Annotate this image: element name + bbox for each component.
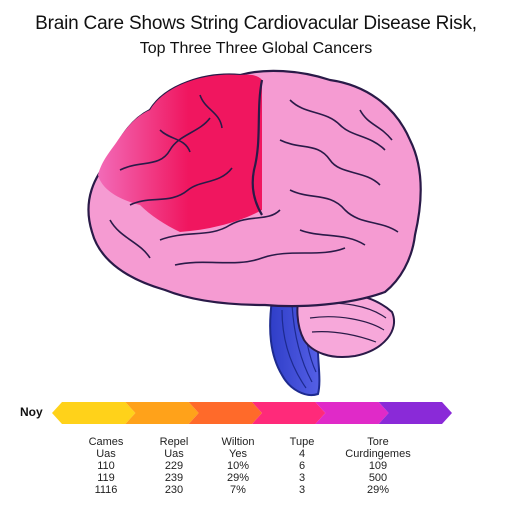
cerebellum: [296, 289, 395, 358]
column-cell: 4: [298, 448, 306, 460]
column-tore: Tore Curdingemes 109 500 29%: [328, 436, 428, 496]
column-cell: 109: [368, 460, 388, 472]
column-tupe: Tupe 4 6 3 3: [252, 436, 352, 496]
column-cell: 10%: [226, 460, 250, 472]
column-cell: 110: [97, 460, 115, 472]
column-cell: 500: [368, 472, 388, 484]
column-cell: Yes: [229, 448, 247, 460]
column-header: Cames: [88, 436, 124, 448]
legend-segment: [315, 402, 389, 424]
column-cell: 29%: [226, 472, 250, 484]
legend-segment: [125, 402, 199, 424]
column-cell: 3: [298, 484, 306, 496]
column-cames: Cames Uas 110 119 1116: [56, 436, 156, 496]
column-cell: 229: [164, 460, 184, 472]
column-cell: 1116: [94, 484, 118, 496]
column-cell: 29%: [366, 484, 390, 496]
legend-segment: [52, 402, 136, 424]
column-header: Wiltion: [221, 436, 255, 448]
page-title: Brain Care Shows String Cardiovacular Di…: [35, 13, 477, 34]
column-header: Tupe: [289, 436, 315, 448]
legend-segment: [378, 402, 452, 424]
column-repel: Repel Uas 229 239 230: [124, 436, 224, 496]
column-cell: Uas: [164, 448, 184, 460]
legend-segment: [188, 402, 262, 424]
legend-label: Noy: [20, 405, 43, 419]
cerebrum: [87, 69, 422, 308]
column-cell: 3: [298, 472, 306, 484]
column-cell: 7%: [230, 484, 246, 496]
column-cell: 230: [164, 484, 184, 496]
column-header: Repel: [159, 436, 189, 448]
column-cell: Curdingemes: [345, 448, 411, 460]
column-cell: 119: [97, 472, 115, 484]
data-columns: Cames Uas 110 119 1116 Repel Uas 229 239…: [0, 436, 512, 506]
column-cell: 239: [164, 472, 184, 484]
column-cell: 6: [298, 460, 306, 472]
column-header: Tore: [367, 436, 389, 448]
page-subtitle: Top Three Three Global Cancers: [139, 40, 373, 57]
column-cell: Uas: [96, 448, 116, 460]
legend-segment: [252, 402, 326, 424]
legend-color-bar: [52, 402, 452, 424]
column-wiltion: Wiltion Yes 10% 29% 7%: [188, 436, 288, 496]
